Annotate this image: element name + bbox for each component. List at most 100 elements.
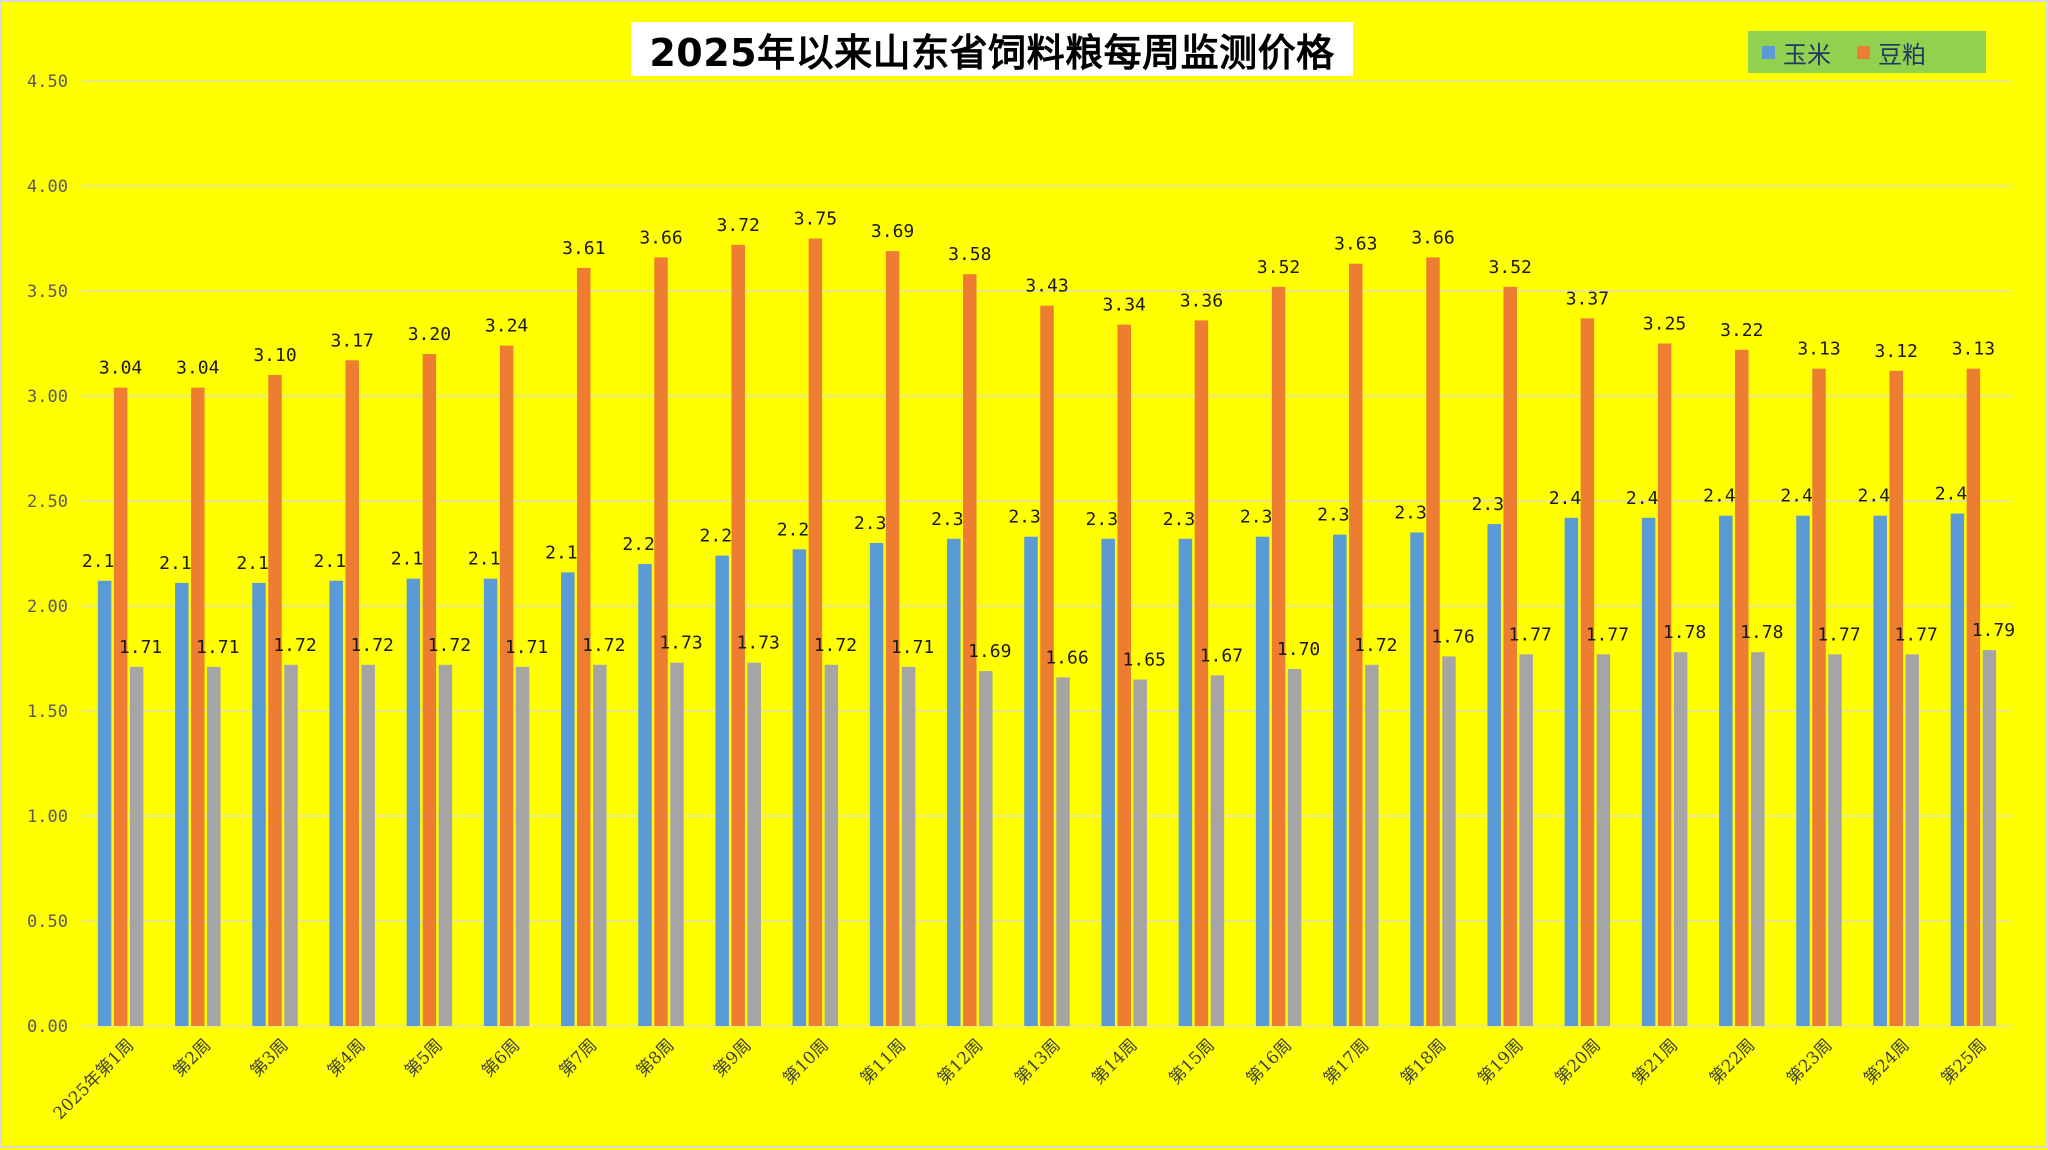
bar-s0-c3 xyxy=(329,580,343,1026)
x-tick-label-9: 第10周 xyxy=(779,1035,832,1088)
x-tick-label-11: 第12周 xyxy=(934,1035,987,1088)
x-tick-label-17: 第18周 xyxy=(1397,1035,1450,1088)
data-label-s2-c24: 1.79 xyxy=(1972,620,2015,641)
bar-s2-c15 xyxy=(1287,669,1302,1026)
bar-s1-c11 xyxy=(963,274,977,1026)
data-label-s2-c3: 1.72 xyxy=(351,635,394,656)
data-label-s1-c4: 3.20 xyxy=(408,324,451,345)
data-label-s1-c23: 3.12 xyxy=(1875,341,1918,362)
bar-s1-c17 xyxy=(1426,257,1440,1026)
data-label-s2-c23: 1.77 xyxy=(1895,624,1938,645)
bar-s1-c13 xyxy=(1117,324,1131,1027)
bar-s2-c24 xyxy=(1982,650,1997,1026)
bar-s2-c18 xyxy=(1519,654,1533,1026)
bar-s0-c20 xyxy=(1641,517,1656,1026)
legend-swatch-corn xyxy=(1762,45,1775,59)
x-tick-label-2: 第3周 xyxy=(247,1035,293,1081)
x-tick-label-1: 第2周 xyxy=(169,1035,215,1081)
data-label-s1-c24: 3.13 xyxy=(1952,339,1995,360)
data-label-s1-c12: 3.43 xyxy=(1025,276,1068,297)
data-label-s2-c2: 1.72 xyxy=(273,635,316,656)
bar-s0-c24 xyxy=(1950,513,1965,1026)
bar-s0-c6 xyxy=(561,572,575,1026)
bar-s0-c23 xyxy=(1873,515,1887,1026)
data-label-s2-c15: 1.70 xyxy=(1277,639,1320,660)
data-label-s2-c19: 1.77 xyxy=(1586,624,1629,645)
data-label-s2-c16: 1.72 xyxy=(1354,635,1397,656)
bar-s1-c14 xyxy=(1194,320,1209,1026)
x-tick-label-7: 第8周 xyxy=(633,1035,679,1081)
bar-s0-c22 xyxy=(1796,515,1810,1026)
x-tick-label-18: 第19周 xyxy=(1474,1035,1527,1088)
bar-s2-c22 xyxy=(1828,654,1842,1026)
data-label-s2-c17: 1.76 xyxy=(1431,626,1474,647)
data-label-s2-c0: 1.71 xyxy=(119,637,162,658)
data-label-s1-c17: 3.66 xyxy=(1411,227,1454,248)
bar-s0-c14 xyxy=(1178,538,1193,1026)
bar-s2-c3 xyxy=(361,664,375,1026)
bar-s1-c24 xyxy=(1966,368,1981,1026)
bar-s0-c16 xyxy=(1333,534,1347,1026)
x-tick-label-4: 第5周 xyxy=(401,1035,447,1081)
bar-s0-c7 xyxy=(638,564,652,1026)
bar-s2-c2 xyxy=(284,664,298,1026)
bar-s0-c4 xyxy=(406,578,421,1026)
data-label-s2-c4: 1.72 xyxy=(428,635,471,656)
data-label-s1-c10: 3.69 xyxy=(871,221,914,242)
bar-s0-c13 xyxy=(1101,538,1115,1026)
bar-s2-c8 xyxy=(747,662,761,1026)
y-tick-label-7: 3.50 xyxy=(27,282,68,302)
data-label-s1-c19: 3.37 xyxy=(1566,288,1609,309)
bar-s1-c7 xyxy=(654,257,668,1026)
bar-s1-c21 xyxy=(1735,349,1749,1026)
bar-s2-c1 xyxy=(207,666,221,1026)
data-label-s1-c11: 3.58 xyxy=(948,244,991,265)
bar-s2-c20 xyxy=(1673,652,1688,1026)
y-tick-label-5: 2.50 xyxy=(27,492,68,512)
x-tick-label-21: 第22周 xyxy=(1706,1035,1759,1088)
data-label-s1-c15: 3.52 xyxy=(1257,257,1300,278)
bar-s1-c20 xyxy=(1657,343,1672,1026)
y-tick-label-1: 0.50 xyxy=(27,912,68,932)
data-label-s2-c5: 1.71 xyxy=(505,637,548,658)
bar-s1-c8 xyxy=(731,244,745,1027)
bar-s1-c15 xyxy=(1271,286,1286,1026)
data-label-s1-c21: 3.22 xyxy=(1720,320,1763,341)
bar-s1-c10 xyxy=(885,251,900,1027)
data-label-s2-c14: 1.67 xyxy=(1200,645,1243,666)
bar-s1-c19 xyxy=(1580,318,1595,1026)
x-tick-label-6: 第7周 xyxy=(555,1035,601,1081)
data-label-s2-c18: 1.77 xyxy=(1509,624,1552,645)
data-label-s1-c20: 3.25 xyxy=(1643,314,1686,335)
bar-s1-c12 xyxy=(1040,305,1054,1026)
data-label-s1-c18: 3.52 xyxy=(1489,257,1532,278)
data-label-s1-c5: 3.24 xyxy=(485,316,528,337)
y-tick-label-2: 1.00 xyxy=(27,807,68,827)
x-tick-label-3: 第4周 xyxy=(324,1035,370,1081)
data-label-s2-c1: 1.71 xyxy=(196,637,239,658)
x-tick-label-22: 第23周 xyxy=(1783,1035,1836,1088)
data-label-s1-c14: 3.36 xyxy=(1180,290,1223,311)
data-label-s1-c6: 3.61 xyxy=(562,238,605,259)
bar-s2-c13 xyxy=(1133,679,1147,1026)
data-label-s1-c9: 3.75 xyxy=(794,209,837,230)
bar-s0-c10 xyxy=(869,543,884,1026)
x-tick-label-14: 第15周 xyxy=(1165,1035,1218,1088)
chart-legend: 玉米 豆粕 xyxy=(1748,31,1986,73)
x-tick-label-10: 第11周 xyxy=(857,1035,910,1088)
bar-s2-c7 xyxy=(670,662,684,1026)
bar-s0-c2 xyxy=(252,582,266,1026)
bar-s1-c23 xyxy=(1889,370,1903,1026)
y-tick-label-8: 4.00 xyxy=(27,177,68,197)
data-label-s2-c6: 1.72 xyxy=(582,635,625,656)
bar-s2-c14 xyxy=(1210,675,1225,1026)
bar-s1-c6 xyxy=(577,267,591,1026)
data-label-s2-c7: 1.73 xyxy=(659,633,702,654)
bar-s2-c12 xyxy=(1056,677,1070,1026)
data-label-s1-c13: 3.34 xyxy=(1103,295,1146,316)
data-label-s2-c21: 1.78 xyxy=(1740,622,1783,643)
bar-s2-c19 xyxy=(1596,654,1611,1026)
x-tick-label-0: 2025年第1周 xyxy=(50,1035,138,1123)
data-label-s1-c1: 3.04 xyxy=(176,358,219,379)
